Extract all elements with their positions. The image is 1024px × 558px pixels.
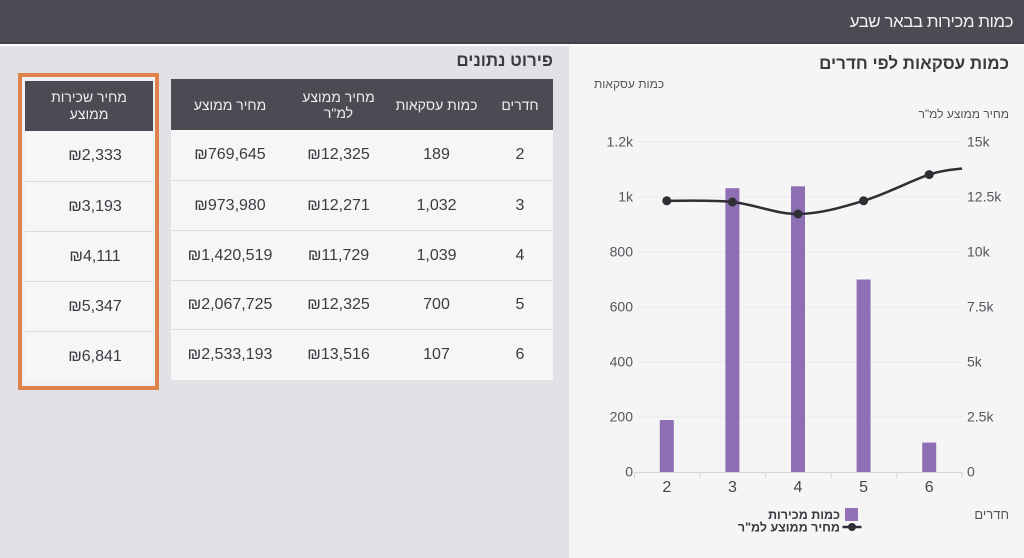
svg-text:2: 2 bbox=[662, 479, 671, 496]
svg-text:מחיר ממוצע למ"ר: מחיר ממוצע למ"ר bbox=[738, 521, 840, 535]
svg-text:5k: 5k bbox=[967, 354, 983, 370]
svg-text:15k: 15k bbox=[967, 134, 991, 150]
svg-text:200: 200 bbox=[610, 409, 634, 425]
svg-text:1k: 1k bbox=[618, 189, 634, 205]
svg-text:400: 400 bbox=[610, 354, 634, 370]
svg-text:0: 0 bbox=[625, 464, 633, 480]
svg-text:4: 4 bbox=[794, 479, 803, 496]
svg-text:800: 800 bbox=[610, 244, 634, 260]
svg-text:כמות עסקאות לפי חדרים: כמות עסקאות לפי חדרים bbox=[819, 54, 1009, 73]
svg-text:5: 5 bbox=[859, 479, 868, 496]
svg-text:חדרים: חדרים bbox=[974, 507, 1009, 522]
svg-text:7.5k: 7.5k bbox=[967, 299, 994, 315]
svg-text:0: 0 bbox=[967, 464, 975, 480]
svg-text:1.2k: 1.2k bbox=[607, 134, 634, 150]
svg-text:6: 6 bbox=[925, 479, 934, 496]
svg-text:כמות עסקאות: כמות עסקאות bbox=[594, 77, 664, 91]
svg-text:מחיר ממוצע למ"ר: מחיר ממוצע למ"ר bbox=[919, 107, 1010, 121]
svg-text:כמות מכירות: כמות מכירות bbox=[768, 508, 840, 522]
svg-text:10k: 10k bbox=[967, 244, 991, 260]
svg-text:600: 600 bbox=[610, 299, 634, 315]
svg-text:2.5k: 2.5k bbox=[967, 409, 994, 425]
svg-text:3: 3 bbox=[728, 479, 737, 496]
svg-text:12.5k: 12.5k bbox=[967, 189, 1002, 205]
